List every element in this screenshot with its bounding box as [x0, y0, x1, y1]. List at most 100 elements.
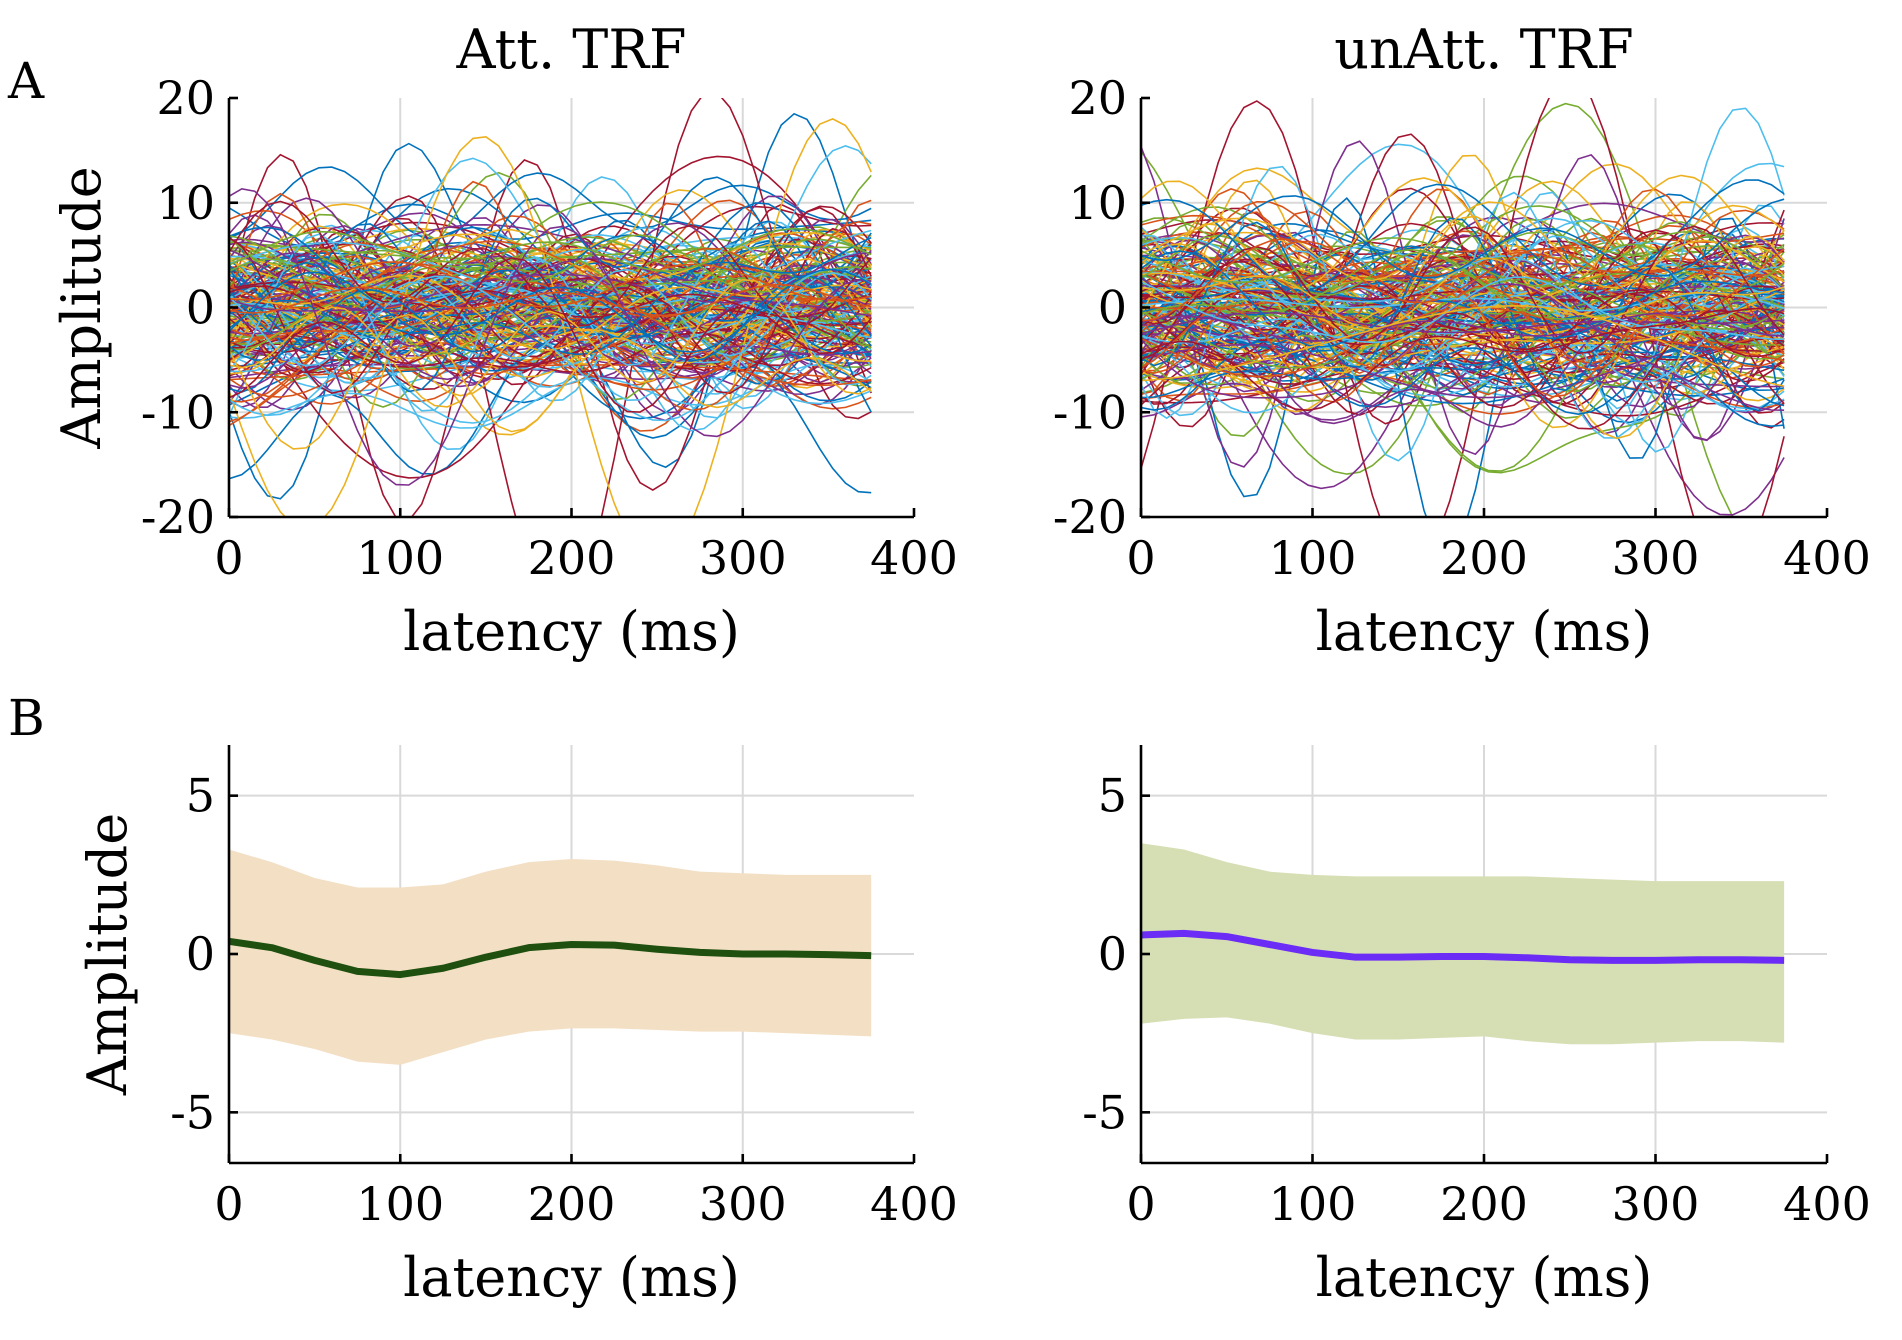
x-tick-label: 400: [1783, 1177, 1871, 1231]
plot-area: [1141, 98, 1785, 517]
trf-trace: [1141, 200, 1785, 364]
x-tick-label: 0: [214, 1177, 243, 1231]
x-tick-label: 300: [1612, 1177, 1700, 1231]
trf-trace: [229, 283, 872, 317]
trf-trace: [1141, 283, 1785, 403]
trf-trace: [229, 285, 872, 324]
trf-trace: [1141, 224, 1785, 296]
x-tick-label: 0: [1126, 1177, 1155, 1231]
trf-trace: [229, 331, 872, 385]
trf-trace: [1141, 214, 1785, 272]
trf-trace: [229, 261, 872, 308]
y-tick-label: -5: [1082, 1085, 1127, 1139]
trf-trace: [1141, 324, 1785, 374]
trf-trace: [229, 176, 872, 393]
trf-trace: [229, 276, 872, 367]
y-tick-label: -5: [170, 1085, 215, 1139]
y-tick-label: 0: [186, 927, 215, 981]
trf-trace: [1141, 263, 1785, 339]
trf-trace: [229, 313, 872, 424]
trf-trace: [229, 240, 872, 427]
x-tick-label: 100: [1269, 531, 1357, 585]
x-axis-label: latency (ms): [1316, 600, 1653, 663]
x-tick-label: 400: [1783, 531, 1871, 585]
plot-area: [1141, 843, 1785, 1045]
trf-trace: [1141, 215, 1785, 440]
x-tick-label: 100: [356, 1177, 444, 1231]
trf-trace: [1141, 197, 1785, 517]
trf-trace: [1141, 154, 1785, 383]
trf-trace: [1141, 248, 1785, 330]
trf-trace: [1141, 307, 1785, 412]
trf-trace: [1141, 231, 1785, 288]
y-tick-label: -10: [141, 385, 215, 439]
chart-title: unAtt. TRF: [1334, 18, 1633, 81]
trf-trace: [1141, 306, 1785, 378]
trf-trace: [1141, 312, 1785, 342]
x-tick-label: 400: [870, 531, 958, 585]
trf-trace: [1141, 257, 1785, 283]
trf-trace: [1141, 188, 1785, 329]
trf-trace: [1141, 225, 1785, 355]
trf-trace: [1141, 240, 1785, 293]
trf-trace: [229, 241, 872, 260]
trf-trace: [229, 274, 872, 362]
trf-trace: [1141, 255, 1785, 303]
trf-trace: [1141, 234, 1785, 339]
y-tick-label: 5: [1098, 769, 1127, 823]
trf-trace: [229, 199, 872, 325]
x-tick-label: 300: [699, 1177, 787, 1231]
chart-title: Att. TRF: [456, 18, 687, 81]
trf-trace: [1141, 276, 1785, 344]
trf-trace: [1141, 264, 1785, 429]
y-tick-label: -20: [1053, 490, 1127, 544]
plot-area: [229, 98, 872, 517]
trf-trace: [229, 228, 872, 307]
trf-trace: [1141, 276, 1785, 441]
trf-trace: [1141, 281, 1785, 346]
x-tick-label: 200: [528, 531, 616, 585]
y-tick-label: 20: [1068, 71, 1127, 125]
x-tick-label: 200: [1440, 531, 1528, 585]
mean-trf-line: [229, 937, 872, 979]
trf-trace: [229, 313, 872, 450]
y-tick-label: 10: [156, 176, 215, 230]
trf-trace: [1141, 287, 1785, 380]
trf-trace: [229, 240, 872, 372]
trf-trace: [1141, 201, 1785, 289]
trf-trace: [1141, 367, 1785, 415]
trf-trace: [229, 268, 872, 353]
x-tick-label: 200: [528, 1177, 616, 1231]
trf-trace: [229, 274, 872, 351]
trf-trace: [229, 269, 872, 355]
x-tick-label: 100: [1269, 1177, 1357, 1231]
trf-trace: [1141, 288, 1785, 324]
std-band: [1141, 843, 1785, 1045]
trf-trace: [229, 221, 872, 330]
y-tick-label: -20: [141, 490, 215, 544]
trf-trace: [229, 166, 872, 240]
plot-area: [229, 849, 872, 1065]
panel-label-a: A: [7, 52, 45, 110]
trf-trace: [229, 287, 872, 345]
y-tick-label: 0: [1098, 927, 1127, 981]
trf-trace: [229, 233, 872, 412]
trf-trace: [229, 234, 872, 389]
x-tick-label: 400: [870, 1177, 958, 1231]
std-band: [229, 849, 872, 1065]
trf-trace: [229, 187, 872, 486]
y-tick-label: 20: [156, 71, 215, 125]
trf-trace: [229, 268, 872, 367]
x-tick-label: 300: [699, 531, 787, 585]
trf-trace: [1141, 229, 1785, 409]
x-axis-label: latency (ms): [1316, 1246, 1653, 1309]
x-tick-label: 100: [356, 531, 444, 585]
trf-trace: [229, 353, 872, 381]
mean-trf-line: [1141, 929, 1785, 964]
y-tick-label: 5: [186, 769, 215, 823]
trf-trace: [1141, 175, 1785, 376]
chart-4: 0 100 200 300 400 5 0 -5 latency (ms): [1082, 745, 1871, 1309]
